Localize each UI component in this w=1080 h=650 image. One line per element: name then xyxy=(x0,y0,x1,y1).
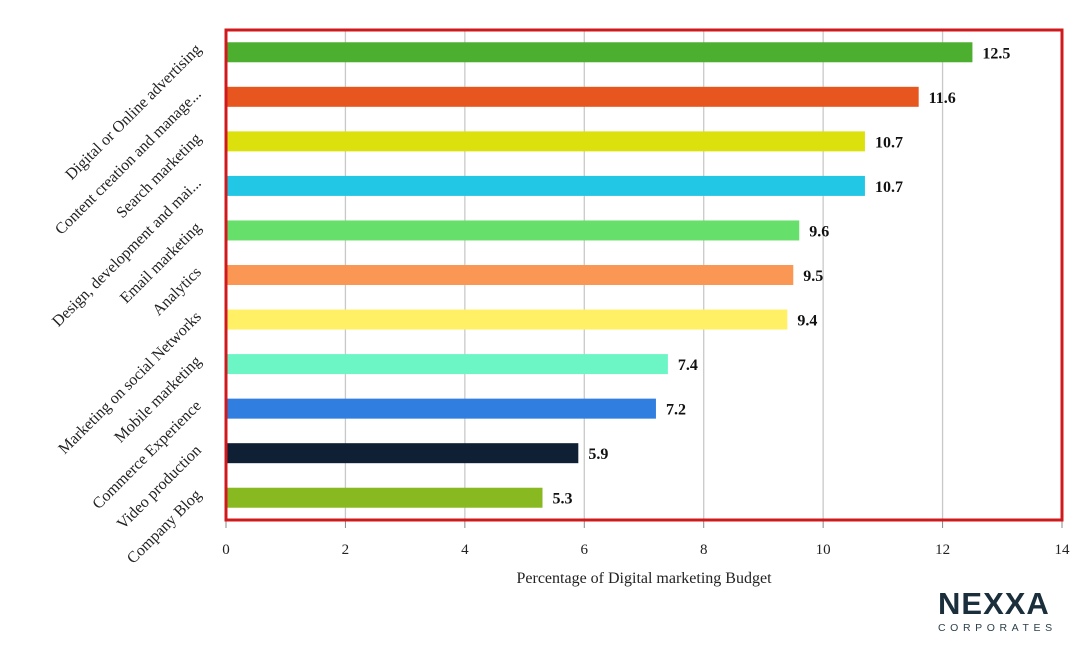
logo-wordmark: NEXXA xyxy=(938,586,1050,621)
value-label: 9.5 xyxy=(803,268,823,285)
bar xyxy=(226,354,668,375)
x-tick-label: 14 xyxy=(1055,542,1071,558)
category-label: Email marketing xyxy=(117,219,205,307)
x-tick-label: 8 xyxy=(700,542,708,558)
x-tick-label: 10 xyxy=(816,542,831,558)
bar xyxy=(226,175,865,196)
value-label: 11.6 xyxy=(929,90,956,107)
bar xyxy=(226,265,794,285)
logo-subtitle: CORPORATES xyxy=(938,622,1057,634)
highlight-frame xyxy=(224,28,1064,522)
x-tick-label: 0 xyxy=(222,542,230,558)
bar xyxy=(226,220,800,241)
bar xyxy=(226,443,579,464)
bars xyxy=(226,42,973,508)
value-labels: 12.5 11.6 10.7 10.7 9.6 9.5 9.4 7.4 7.2 5.9 5.3 xyxy=(552,45,1010,507)
bar xyxy=(226,131,865,152)
bar xyxy=(226,42,973,63)
value-label: 12.5 xyxy=(982,45,1010,62)
value-label: 9.4 xyxy=(797,313,817,330)
nexxa-logo: NEXXA CORPORATES xyxy=(938,588,1058,634)
x-tick-label: 6 xyxy=(581,542,589,558)
bar xyxy=(226,487,543,508)
value-label: 7.4 xyxy=(678,357,698,374)
value-label: 10.7 xyxy=(875,179,903,196)
bar xyxy=(226,398,656,419)
bar xyxy=(226,309,788,330)
value-label: 7.2 xyxy=(666,402,686,419)
bar xyxy=(226,86,919,107)
value-label: 5.3 xyxy=(552,491,572,508)
value-label: 9.6 xyxy=(809,223,829,240)
x-tick-label: 2 xyxy=(342,542,350,558)
x-axis-ticks: 0 2 4 6 8 10 12 14 xyxy=(222,520,1070,558)
x-tick-label: 4 xyxy=(461,542,469,558)
x-tick-label: 12 xyxy=(935,542,950,558)
value-label: 10.7 xyxy=(875,134,903,151)
value-label: 5.9 xyxy=(588,446,608,463)
x-axis-title: Percentage of Digital marketing Budget xyxy=(516,570,772,587)
